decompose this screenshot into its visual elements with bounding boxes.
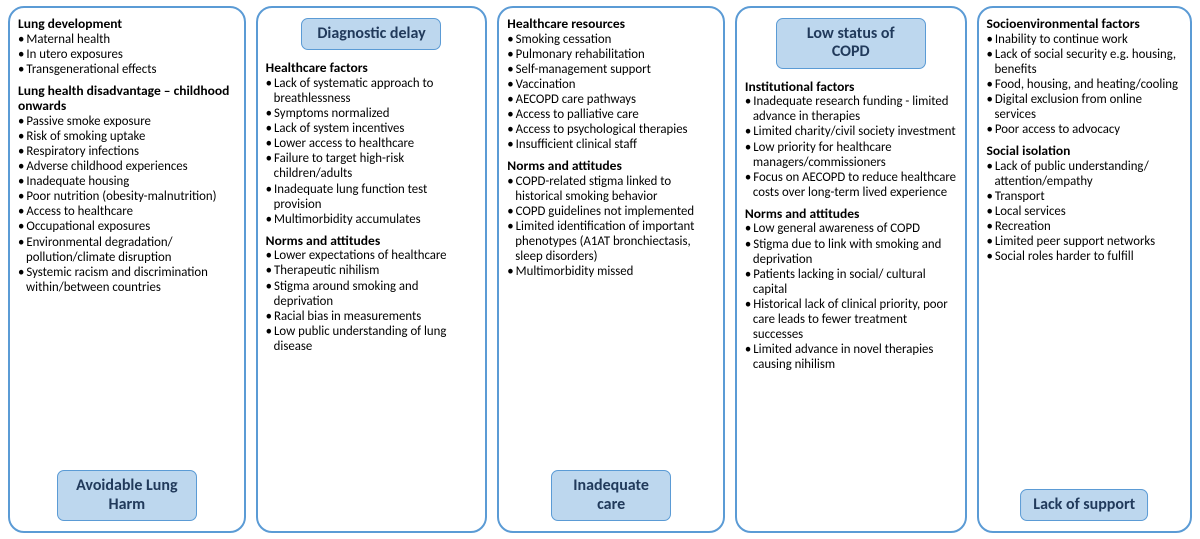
list-item: Inadequate research funding - limited ad… [745,94,957,124]
list-item: Multimorbidity accumulates [266,212,478,227]
section-title: Norms and attitudes [266,233,478,249]
section-title: Norms and attitudes [745,206,957,222]
list-item: Focus on AECOPD to reduce healthcare cos… [745,170,957,200]
list-item: Lack of system incentives [266,121,478,136]
section-title: Norms and attitudes [507,158,715,174]
list-item: AECOPD care pathways [507,92,715,107]
list-item: Low public understanding of lung disease [266,324,478,354]
column-avoidable-lung-harm: Lung development Maternal health In uter… [8,6,246,533]
column-content: Healthcare factors Lack of systematic ap… [266,60,478,356]
list-item: Access to palliative care [507,107,715,122]
columns-container: Lung development Maternal health In uter… [0,0,1200,539]
list-item: Passive smoke exposure [18,114,236,129]
list-item: Inadequate housing [18,174,236,189]
column-badge: Lack of support [1020,489,1148,521]
list-item: Self-management support [507,62,715,77]
list-item: Historical lack of clinical priority, po… [745,297,957,342]
list-item: Access to healthcare [18,204,236,219]
column-inadequate-care: Healthcare resources Smoking cessation P… [497,6,725,533]
list-item: Failure to target high-risk children/adu… [266,151,478,181]
list-item: Transport [987,189,1183,204]
list-item: Limited identification of important phen… [507,219,715,264]
list-item: Lack of social security e.g. housing, be… [987,47,1183,77]
list-item: Risk of smoking uptake [18,129,236,144]
column-lack-of-support: Socioenvironmental factors Inability to … [977,6,1193,533]
section-title: Socioenvironmental factors [987,16,1183,32]
list-item: COPD guidelines not implemented [507,204,715,219]
list-item: Symptoms normalized [266,106,478,121]
list-item: Systemic racism and discrimination withi… [18,265,236,295]
column-content: Institutional factors Inadequate researc… [745,79,957,375]
list-item: Environmental degradation/ pollution/cli… [18,235,236,265]
list-item: Therapeutic nihilism [266,263,478,278]
list-item: Local services [987,204,1183,219]
list-item: Access to psychological therapies [507,122,715,137]
list-item: Respiratory infections [18,144,236,159]
list-item: Lack of systematic approach to breathles… [266,76,478,106]
section-items: Lower expectations of healthcare Therape… [266,248,478,354]
column-content: Socioenvironmental factors Inability to … [987,16,1183,266]
section-items: Smoking cessation Pulmonary rehabilitati… [507,32,715,153]
section-title: Lung health disadvantage – childhood onw… [18,83,236,114]
list-item: Maternal health [18,32,236,47]
section-items: Inadequate research funding - limited ad… [745,94,957,200]
list-item: Transgenerational effects [18,62,236,77]
list-item: Racial bias in measurements [266,309,478,324]
list-item: Limited charity/civil society investment [745,124,957,139]
section-items: Inability to continue work Lack of socia… [987,32,1183,138]
list-item: Limited peer support networks [987,234,1183,249]
list-item: Digital exclusion from online services [987,92,1183,122]
section-items: Low general awareness of COPD Stigma due… [745,221,957,372]
section-title: Healthcare factors [266,60,478,76]
list-item: Limited advance in novel therapies causi… [745,342,957,372]
list-item: Poor access to advocacy [987,122,1183,137]
column-badge: Inadequate care [551,470,671,521]
list-item: Occupational exposures [18,219,236,234]
section-items: Passive smoke exposure Risk of smoking u… [18,114,236,295]
section-items: Lack of public understanding/ attention/… [987,159,1183,265]
list-item: Food, housing, and heating/cooling [987,77,1183,92]
list-item: Poor nutrition (obesity-malnutrition) [18,189,236,204]
list-item: Pulmonary rehabilitation [507,47,715,62]
list-item: Social roles harder to fulfill [987,249,1183,264]
column-content: Healthcare resources Smoking cessation P… [507,16,715,281]
list-item: Multimorbidity missed [507,264,715,279]
list-item: Lack of public understanding/ attention/… [987,159,1183,189]
section-title: Institutional factors [745,79,957,95]
list-item: Adverse childhood experiences [18,159,236,174]
section-title: Social isolation [987,143,1183,159]
list-item: In utero exposures [18,47,236,62]
section-title: Healthcare resources [507,16,715,32]
list-item: Stigma due to link with smoking and depr… [745,237,957,267]
list-item: Smoking cessation [507,32,715,47]
list-item: Lower access to healthcare [266,136,478,151]
section-items: Lack of systematic approach to breathles… [266,76,478,227]
section-items: Maternal health In utero exposures Trans… [18,32,236,77]
list-item: Recreation [987,219,1183,234]
section-title: Lung development [18,16,236,32]
section-items: COPD-related stigma linked to historical… [507,174,715,280]
column-low-status-copd: Low status of COPD Institutional factors… [735,6,967,533]
list-item: Low general awareness of COPD [745,221,957,236]
list-item: Low priority for healthcare managers/com… [745,140,957,170]
list-item: Lower expectations of healthcare [266,248,478,263]
list-item: Inability to continue work [987,32,1183,47]
column-badge: Avoidable Lung Harm [57,470,197,521]
list-item: Insufficient clinical staff [507,137,715,152]
column-badge: Diagnostic delay [301,18,441,50]
list-item: Vaccination [507,77,715,92]
list-item: COPD-related stigma linked to historical… [507,174,715,204]
column-badge: Low status of COPD [776,18,926,69]
column-diagnostic-delay: Diagnostic delay Healthcare factors Lack… [256,6,488,533]
list-item: Stigma around smoking and deprivation [266,279,478,309]
list-item: Patients lacking in social/ cultural cap… [745,267,957,297]
list-item: Inadequate lung function test provision [266,182,478,212]
column-content: Lung development Maternal health In uter… [18,16,236,297]
